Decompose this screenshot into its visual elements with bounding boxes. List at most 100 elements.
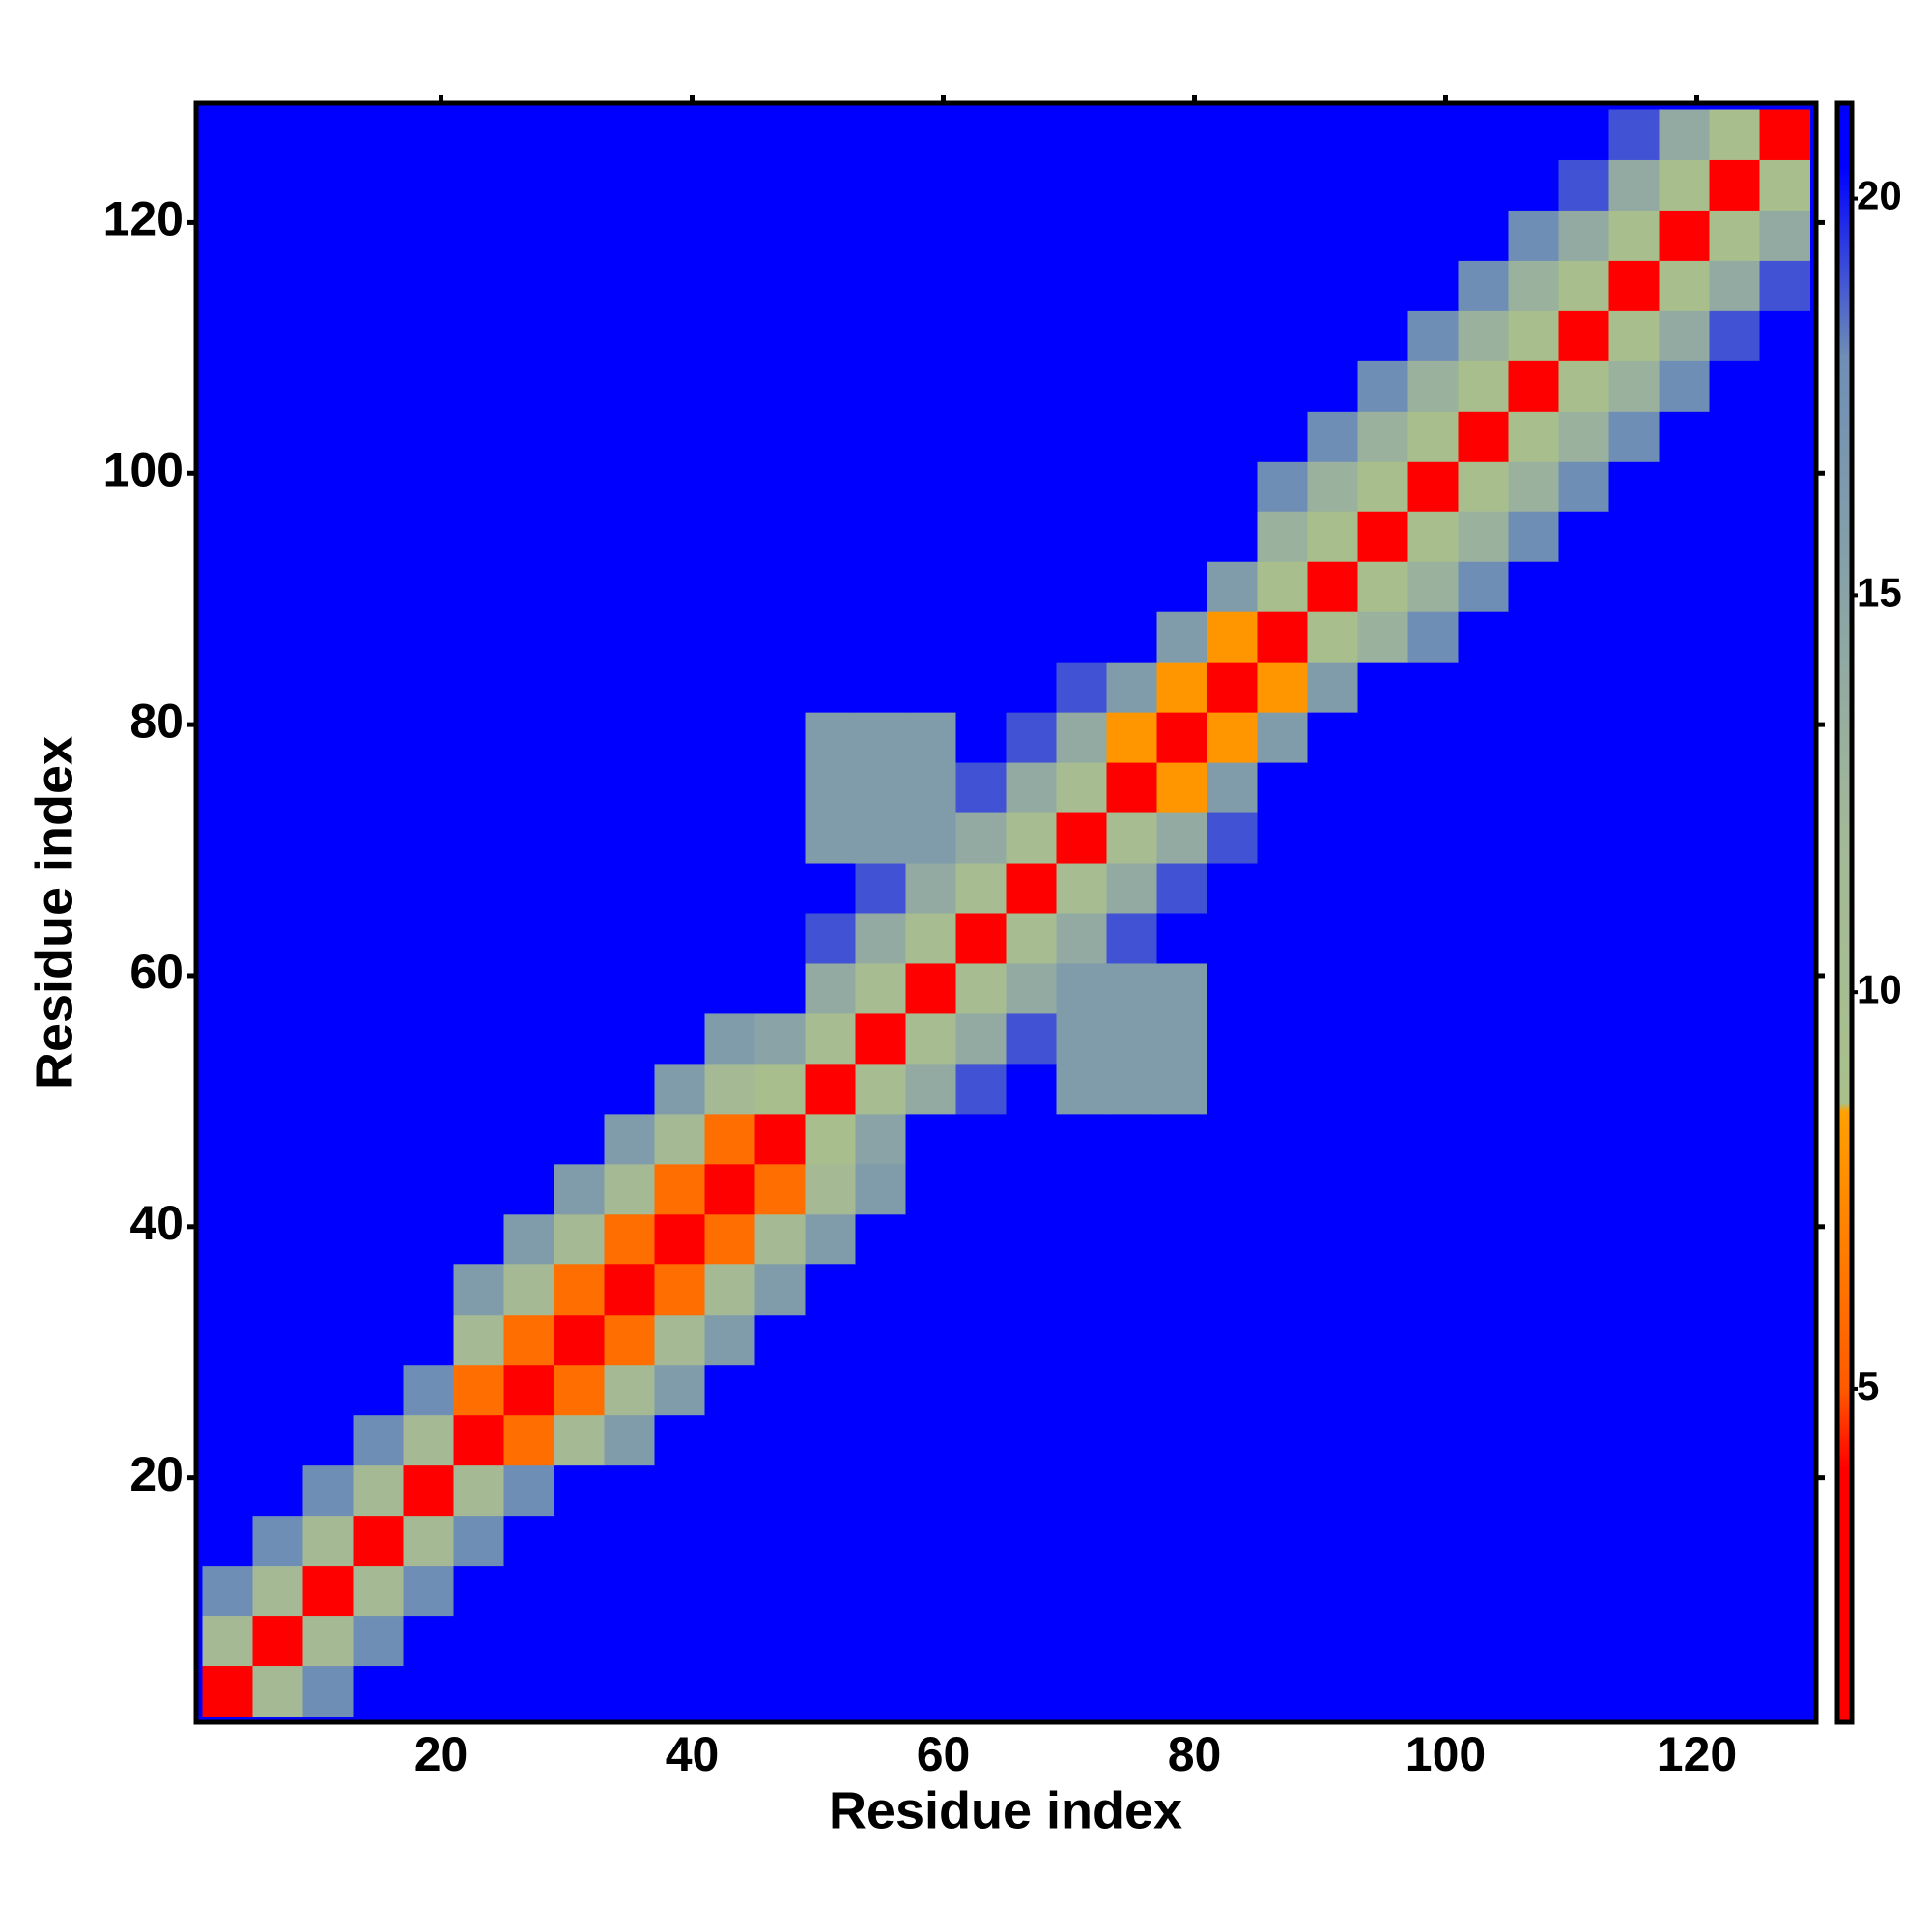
heatmap-cell: [202, 913, 253, 964]
heatmap-cell: [503, 1615, 554, 1667]
heatmap-cell: [604, 1515, 655, 1567]
heatmap-cell: [453, 762, 504, 813]
heatmap-cell: [202, 1012, 253, 1065]
heatmap-cell: [1207, 1213, 1258, 1265]
heatmap-cell: [1558, 360, 1609, 412]
heatmap-cell: [1558, 411, 1609, 462]
heatmap-cell: [855, 863, 906, 914]
heatmap-cell: [1307, 1264, 1358, 1316]
heatmap-cell: [805, 511, 856, 562]
heatmap-cell: [252, 863, 303, 914]
heatmap-cell: [202, 712, 253, 763]
heatmap-cell: [453, 1414, 504, 1466]
heatmap-cell: [1056, 561, 1107, 612]
heatmap-cell: [1357, 712, 1408, 763]
heatmap-cell: [453, 1213, 504, 1265]
heatmap-cell: [1458, 1314, 1509, 1366]
heatmap-cell: [1257, 210, 1308, 261]
heatmap-cell: [754, 762, 806, 813]
heatmap-cell: [1307, 109, 1358, 160]
heatmap-cell: [1106, 1364, 1157, 1416]
heatmap-cell: [1006, 159, 1057, 211]
heatmap-cell: [1156, 159, 1208, 211]
heatmap-cell: [855, 812, 906, 864]
heatmap-cell: [1357, 461, 1408, 512]
heatmap-cell: [905, 1264, 956, 1316]
heatmap-cell: [704, 109, 755, 160]
heatmap-cell: [1608, 210, 1660, 261]
heatmap-cell: [453, 461, 504, 512]
heatmap-cell: [1508, 210, 1559, 261]
heatmap-cell: [202, 1264, 253, 1316]
heatmap-cell: [1056, 1314, 1107, 1366]
heatmap-cell: [302, 1414, 354, 1466]
heatmap-cell: [1307, 611, 1358, 663]
heatmap-cell: [1257, 1063, 1308, 1115]
heatmap-cell: [955, 1012, 1007, 1065]
heatmap-cell: [654, 762, 705, 813]
heatmap-cell: [302, 1565, 354, 1617]
heatmap-cell: [1056, 159, 1107, 211]
heatmap-cell: [1106, 561, 1157, 612]
heatmap-cell: [1407, 1515, 1459, 1567]
heatmap-cell: [754, 561, 806, 612]
heatmap-cell: [654, 461, 705, 512]
heatmap-cell: [855, 1414, 906, 1466]
heatmap-cell: [1709, 1163, 1760, 1215]
heatmap-cell: [1659, 411, 1710, 462]
heatmap-cell: [1056, 109, 1107, 160]
heatmap-cell: [1608, 1113, 1660, 1165]
heatmap-cell: [1357, 1163, 1408, 1215]
heatmap-cell: [1508, 762, 1559, 813]
heatmap-cell: [503, 1012, 554, 1065]
heatmap-cell: [855, 1665, 906, 1718]
heatmap-cell: [604, 812, 655, 864]
heatmap-cell: [1207, 1113, 1258, 1165]
heatmap-cell: [1608, 411, 1660, 462]
heatmap-cell: [1508, 662, 1559, 713]
heatmap-cell: [1608, 812, 1660, 864]
heatmap-cell: [503, 561, 554, 612]
heatmap-cell: [252, 159, 303, 211]
heatmap-cell: [1659, 1264, 1710, 1316]
heatmap-cell: [1257, 1113, 1308, 1165]
heatmap-cell: [654, 1364, 705, 1416]
heatmap-cell: [955, 863, 1007, 914]
heatmap-cell: [1006, 962, 1057, 1014]
heatmap-cell: [302, 511, 354, 562]
heatmap-cell: [1759, 1063, 1810, 1115]
heatmap-cell: [1458, 109, 1509, 160]
heatmap-cell: [1709, 109, 1760, 160]
heatmap-cell: [1207, 360, 1258, 412]
heatmap-cell: [403, 863, 454, 914]
heatmap-cell: [1006, 1464, 1057, 1517]
heatmap-cell: [1508, 812, 1559, 864]
heatmap-cell: [554, 762, 605, 813]
heatmap-cell: [1156, 1464, 1208, 1517]
heatmap-cell: [955, 411, 1007, 462]
heatmap-cell: [252, 611, 303, 663]
heatmap-cell: [453, 109, 504, 160]
heatmap-cell: [1508, 1213, 1559, 1265]
heatmap-cell: [353, 109, 404, 160]
heatmap-cell: [754, 611, 806, 663]
heatmap-cell: [1106, 210, 1157, 261]
heatmap-cell: [1056, 1565, 1107, 1617]
heatmap-cell: [1508, 1012, 1559, 1065]
heatmap-cell: [1257, 1414, 1308, 1466]
heatmap-cell: [353, 1565, 404, 1617]
heatmap-cell: [252, 461, 303, 512]
heatmap-cell: [1759, 159, 1810, 211]
heatmap-cell: [805, 1063, 856, 1115]
heatmap-cell: [1156, 1314, 1208, 1366]
heatmap-cell: [353, 561, 404, 612]
heatmap-cell: [955, 1615, 1007, 1667]
heatmap-cell: [1558, 1414, 1609, 1466]
heatmap-cell: [955, 662, 1007, 713]
heatmap-cell: [1759, 1163, 1810, 1215]
heatmap-cell: [1407, 863, 1459, 914]
heatmap-cell: [403, 260, 454, 311]
heatmap-cell: [1608, 1012, 1660, 1065]
heatmap-cell: [1156, 1615, 1208, 1667]
heatmap-cell: [1759, 1565, 1810, 1617]
